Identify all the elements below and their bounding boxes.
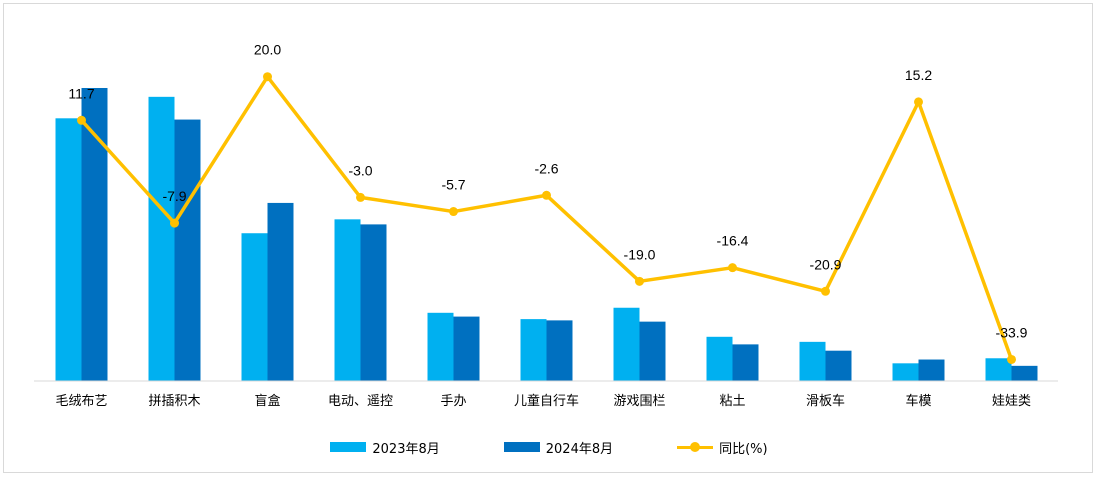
legend-item-yoy: 同比(%) [677,438,768,457]
bar-2024-5 [546,320,573,381]
category-label: 车模 [905,393,931,409]
bar-2023-5 [520,319,547,381]
bar-2024-4 [453,316,480,381]
category-label: 粘土 [719,394,745,409]
yoy-point [263,72,272,82]
category-label: 儿童自行车 [514,393,579,409]
bar-2024-7 [732,344,759,381]
legend-swatch-2023 [330,442,367,452]
bar-2024-9 [918,359,945,381]
legend-label-2023: 2023年8月 [372,441,440,457]
category-label: 游戏围栏 [613,394,665,409]
yoy-data-label: -19.0 [624,246,656,262]
bar-2024-0 [81,87,108,382]
bar-2024-3 [360,224,387,381]
category-label: 手办 [440,394,466,409]
yoy-point [449,207,458,217]
yoy-data-label: 20.0 [254,42,281,58]
yoy-point [356,192,365,202]
bar-2023-2 [241,233,268,381]
yoy-data-label: -16.4 [717,233,749,249]
bar-2023-6 [613,307,640,381]
category-label: 毛绒布艺 [55,394,107,409]
yoy-data-label: 15.2 [905,67,932,83]
chart-svg: 毛绒布艺 拼插积木 盲盒 电动、遥控 手办 儿童自行车 游戏围栏 粘土 滑板车 车模 娃娃类 11.… [34,42,1058,409]
yoy-data-label: -7.9 [162,188,186,204]
category-label: 拼插积木 [148,394,200,409]
bar-2023-0 [55,118,82,381]
category-label: 滑板车 [806,393,845,409]
bar-2023-10 [985,358,1012,381]
yoy-data-label: -3.0 [348,162,372,178]
yoy-data-label: -33.9 [996,324,1028,340]
legend-item-2023: 2023年8月 [330,438,440,457]
yoy-data-label: -20.9 [810,256,842,272]
yoy-point [77,115,86,125]
yoy-point [542,190,551,200]
bar-2024-8 [825,350,852,381]
yoy-point [821,286,830,296]
legend-label-2024: 2024年8月 [545,441,614,457]
bar-2023-4 [427,312,454,381]
legend-item-2024: 2024年8月 [503,438,614,457]
bars-layer [55,87,1038,382]
bar-2023-8 [799,341,826,381]
bar-2024-6 [639,321,666,381]
yoy-data-label: 11.7 [68,85,94,101]
yoy-data-label: -2.6 [534,160,558,176]
legend: 2023年8月 2024年8月 同比(%) [0,436,1098,458]
yoy-data-label: -5.7 [441,177,465,193]
category-labels: 毛绒布艺 拼插积木 盲盒 电动、遥控 手办 儿童自行车 游戏围栏 粘土 滑板车 车模 娃娃类 [55,393,1031,409]
bar-2023-7 [706,336,733,381]
yoy-point [728,263,737,273]
bar-2024-10 [1011,365,1038,381]
yoy-point [1007,354,1016,364]
category-label: 娃娃类 [992,394,1031,409]
yoy-line [80,74,1014,361]
category-label: 盲盒 [254,393,280,409]
yoy-point [170,218,179,228]
bar-2023-9 [892,363,919,381]
data-labels: 11.7 -7.9 20.0 -3.0 -5.7 -2.6 -19.0 -16.4 -20.9 1… [68,42,1027,341]
bar-2023-1 [148,96,175,381]
legend-label-yoy: 同比(%) [719,441,768,457]
yoy-point [914,97,923,107]
bar-2024-1 [174,119,201,382]
legend-swatch-yoy [677,440,714,454]
chart-frame: 毛绒布艺 拼插积木 盲盒 电动、遥控 手办 儿童自行车 游戏围栏 粘土 滑板车 车模 娃娃类 11.… [3,3,1093,473]
bar-2023-3 [334,219,361,381]
line-layer [77,72,1016,364]
legend-swatch-2024 [503,442,540,452]
category-label: 电动、遥控 [328,394,393,409]
yoy-point [635,276,644,286]
bar-2024-2 [267,202,294,381]
